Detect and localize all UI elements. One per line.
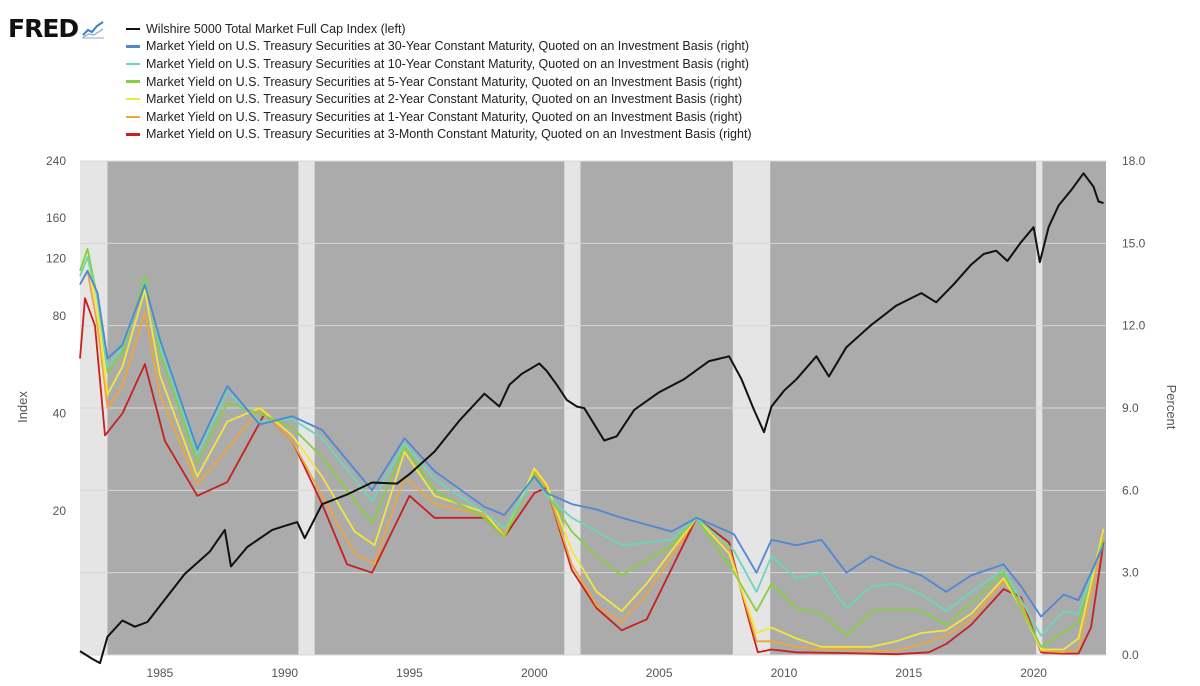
legend-label: Market Yield on U.S. Treasury Securities… (146, 127, 752, 142)
right-tick-label: 0.0 (1122, 648, 1139, 662)
chart-header: FRED Wilshire 5000 Total Market Full Cap… (0, 0, 1200, 150)
series-line-3[interactable] (79, 256, 1105, 637)
legend-item[interactable]: Market Yield on U.S. Treasury Securities… (126, 38, 752, 56)
legend-swatch (126, 97, 140, 101)
left-axis-title: Index (15, 391, 30, 423)
fred-logo[interactable]: FRED (8, 14, 105, 43)
legend-label: Market Yield on U.S. Treasury Securities… (146, 74, 743, 89)
legend-swatch (126, 45, 140, 48)
legend-item[interactable]: Market Yield on U.S. Treasury Securities… (126, 55, 752, 73)
logo-text: FRED (8, 14, 79, 43)
legend-item[interactable]: Market Yield on U.S. Treasury Securities… (126, 126, 752, 144)
legend-label: Market Yield on U.S. Treasury Securities… (146, 109, 743, 124)
legend-swatch (126, 27, 140, 31)
legend-swatch (126, 115, 140, 119)
right-axis-title: Percent (1164, 385, 1179, 430)
legend-label: Market Yield on U.S. Treasury Securities… (146, 56, 750, 71)
legend-swatch (126, 80, 140, 83)
x-tick-label: 1985 (147, 666, 174, 680)
series-line-6[interactable] (79, 269, 1105, 654)
series-line-5[interactable] (79, 256, 1105, 651)
legend-item[interactable]: Wilshire 5000 Total Market Full Cap Inde… (126, 20, 752, 38)
chart-plot: 20 40 80 120 160 240 0.0 3.0 6.0 9.0 12.0 15.0 18.0 1… (15, 154, 1179, 680)
legend-label: Market Yield on U.S. Treasury Securities… (146, 92, 743, 107)
x-tick-label: 2020 (1020, 666, 1047, 680)
series-line-1[interactable] (79, 172, 1104, 665)
line-graph-icon (82, 20, 105, 38)
left-tick-label: 240 (46, 154, 66, 168)
chart-legend: Wilshire 5000 Total Market Full Cap Inde… (126, 20, 752, 143)
right-tick-label: 12.0 (1122, 319, 1146, 333)
left-tick-label: 40 (53, 406, 67, 420)
x-tick-label: 1995 (396, 666, 423, 680)
right-tick-label: 18.0 (1122, 154, 1146, 168)
right-tick-label: 15.0 (1122, 236, 1146, 250)
series-line-7[interactable] (79, 297, 1105, 656)
left-tick-label: 120 (46, 252, 66, 266)
legend-item[interactable]: Market Yield on U.S. Treasury Securities… (126, 73, 752, 91)
x-tick-label: 2005 (646, 666, 673, 680)
left-tick-label: 80 (53, 309, 67, 323)
series-line-2[interactable] (79, 269, 1105, 618)
right-tick-label: 6.0 (1122, 483, 1139, 497)
legend-label: Wilshire 5000 Total Market Full Cap Inde… (146, 21, 406, 36)
legend-label: Market Yield on U.S. Treasury Securities… (146, 39, 750, 54)
legend-swatch (126, 133, 140, 136)
left-tick-label: 20 (53, 504, 67, 518)
left-tick-label: 160 (46, 211, 66, 225)
series-line-4[interactable] (79, 247, 1105, 648)
legend-item[interactable]: Market Yield on U.S. Treasury Securities… (126, 108, 752, 126)
right-tick-label: 3.0 (1122, 566, 1139, 580)
x-tick-label: 1990 (271, 666, 298, 680)
x-tick-label: 2015 (895, 666, 922, 680)
right-tick-label: 9.0 (1122, 401, 1139, 415)
legend-swatch (126, 62, 140, 66)
legend-item[interactable]: Market Yield on U.S. Treasury Securities… (126, 90, 752, 108)
x-tick-label: 2000 (521, 666, 548, 680)
x-tick-label: 2010 (771, 666, 798, 680)
